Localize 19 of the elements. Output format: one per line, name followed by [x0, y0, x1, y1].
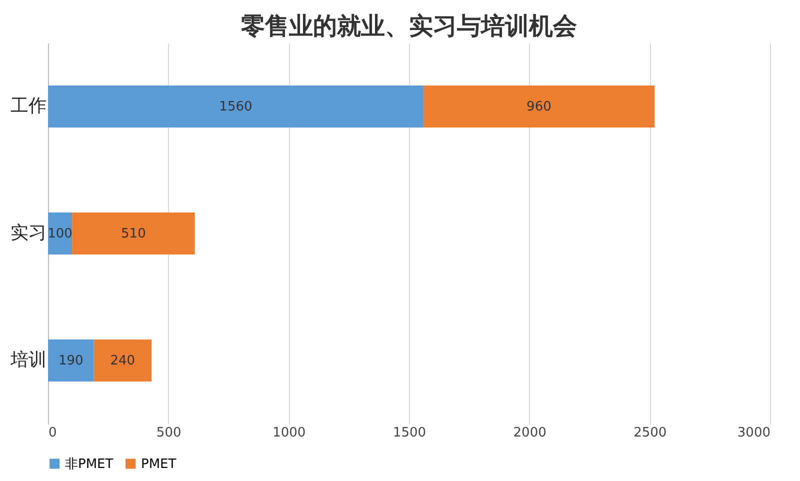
- legend-label: PMET: [141, 456, 176, 472]
- x-tick-label: 0: [48, 426, 57, 440]
- y-tick-label: 实习: [10, 222, 46, 244]
- data-label: 510: [121, 226, 146, 242]
- chart-title: 零售业的就业、实习与培训机会: [241, 11, 577, 40]
- data-label: 100: [48, 226, 72, 242]
- data-label: 190: [58, 354, 84, 368]
- x-tick-label: 500: [156, 426, 182, 440]
- legend-label: 非PMET: [65, 456, 114, 472]
- x-tick-label: 2000: [513, 426, 546, 440]
- y-tick-label: 工作: [10, 96, 46, 116]
- x-tick-label: 1000: [272, 426, 306, 440]
- data-label: 240: [110, 354, 136, 368]
- data-label: 1560: [219, 100, 252, 114]
- x-tick-label: 1500: [392, 426, 426, 440]
- x-tick-label: 2500: [634, 426, 667, 440]
- data-label: 960: [526, 100, 552, 114]
- x-tick-label: 3000: [737, 426, 770, 440]
- y-tick-label: 培训: [10, 350, 46, 370]
